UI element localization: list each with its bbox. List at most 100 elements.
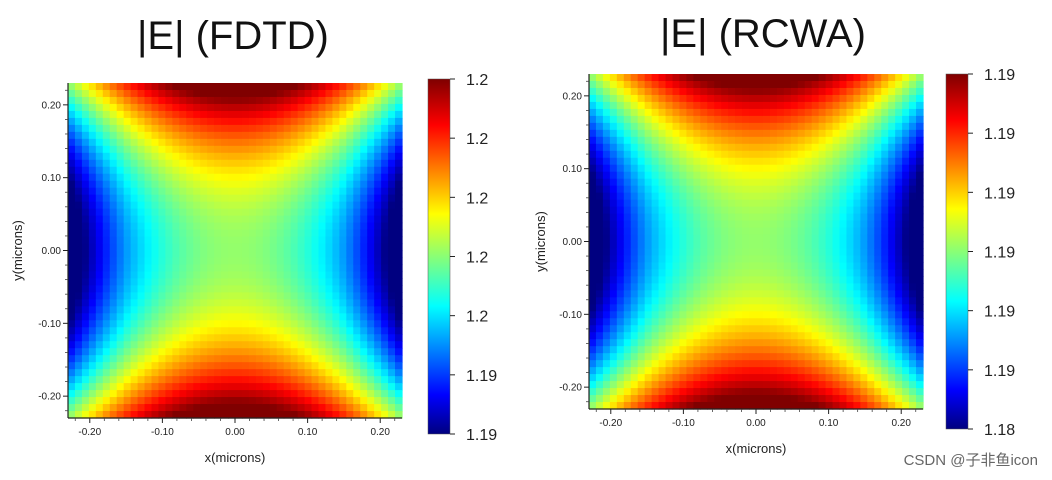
heatmap-cell [311, 117, 320, 126]
heatmap-cell [165, 131, 173, 140]
heatmap-cell [68, 138, 76, 147]
colorbar-label: 1.19 [984, 126, 1015, 143]
heatmap-cell [818, 199, 827, 208]
heatmap-cell [381, 243, 389, 252]
heatmap-cell [909, 122, 917, 131]
heatmap-cell [172, 271, 180, 280]
heatmap-cell [832, 87, 841, 96]
heatmap-cell [151, 83, 160, 91]
heatmap-cell [68, 152, 76, 161]
heatmap-cell [235, 411, 243, 419]
heatmap-cell [839, 199, 848, 208]
colorbar-label: 1.19 [466, 368, 497, 385]
heatmap-cell [95, 208, 104, 217]
heatmap-cell [623, 402, 632, 410]
heatmap-cell [623, 395, 632, 403]
heatmap-cell [88, 376, 97, 384]
heatmap-cell [318, 362, 327, 370]
heatmap-cell [283, 83, 292, 91]
heatmap-cell [214, 173, 222, 182]
heatmap-cell [332, 306, 340, 314]
heatmap-cell [193, 229, 201, 238]
heatmap-cell [769, 227, 778, 236]
heatmap-cell [116, 341, 125, 349]
heatmap-cell [165, 306, 173, 314]
heatmap-cell [867, 220, 875, 229]
heatmap-cell [221, 257, 229, 266]
heatmap-cell [339, 131, 347, 140]
heatmap-cell [388, 383, 396, 391]
heatmap-cell [790, 332, 799, 340]
heatmap-cell [589, 143, 597, 152]
heatmap-cell [658, 241, 667, 250]
heatmap-cell [172, 306, 180, 314]
heatmap-cell [769, 276, 778, 284]
heatmap-cell [339, 292, 347, 300]
heatmap-cell [241, 110, 250, 119]
heatmap-cell [867, 136, 875, 145]
heatmap-cell [269, 285, 278, 293]
heatmap-cell [283, 110, 292, 119]
heatmap-cell [839, 74, 848, 82]
chart-title-fdtd: |E| (FDTD) [137, 14, 329, 58]
heatmap-cell [804, 87, 813, 96]
heatmap-cell [109, 117, 118, 126]
heatmap-cell [214, 110, 222, 119]
heatmap-cell [388, 278, 396, 286]
heatmap-cell [228, 124, 236, 133]
heatmap-cell [651, 318, 660, 326]
heatmap-cell [381, 271, 389, 280]
heatmap-cell [811, 311, 820, 319]
heatmap-cell [630, 87, 639, 96]
heatmap-cell [269, 145, 278, 154]
heatmap-cell [762, 199, 771, 208]
heatmap-cell [367, 271, 375, 280]
heatmap-cell [123, 390, 132, 398]
heatmap-cell [595, 269, 604, 277]
heatmap-cell [304, 327, 313, 335]
heatmap-cell [616, 269, 625, 277]
heatmap-cell [888, 157, 896, 166]
heatmap-cell [881, 234, 889, 243]
heatmap-cell [116, 131, 125, 140]
heatmap-cell [186, 173, 194, 182]
heatmap-cell [909, 353, 917, 361]
heatmap-cell [144, 327, 153, 335]
heatmap-cell [790, 290, 799, 298]
heatmap-cell [804, 115, 813, 124]
heatmap-cell [686, 283, 694, 291]
heatmap-cell [762, 164, 771, 173]
heatmap-cell [769, 178, 778, 187]
heatmap-cell [825, 115, 834, 124]
heatmap-cell [860, 87, 868, 96]
heatmap-cell [158, 187, 167, 196]
heatmap-cell [304, 208, 313, 217]
heatmap-cell [749, 297, 757, 305]
heatmap-cell [728, 150, 736, 159]
heatmap-cell [235, 355, 243, 363]
heatmap-cell [74, 124, 83, 133]
heatmap-cell [867, 129, 875, 138]
heatmap-cell [339, 278, 347, 286]
heatmap-cell [623, 171, 632, 180]
heatmap-cell [381, 236, 389, 245]
heatmap-cell [658, 143, 667, 152]
heatmap-cell [172, 215, 180, 224]
heatmap-cell [360, 208, 368, 217]
heatmap-cell [881, 199, 889, 208]
heatmap-cell [742, 339, 750, 347]
heatmap-cell [95, 117, 104, 126]
heatmap-cell [374, 215, 382, 224]
heatmap-cell [867, 332, 875, 340]
heatmap-cell [290, 187, 299, 196]
heatmap-cell [867, 360, 875, 368]
heatmap-cell [102, 362, 111, 370]
heatmap-cell [665, 332, 674, 340]
heatmap-cell [916, 353, 924, 361]
heatmap-cell [651, 157, 660, 166]
heatmap-cell [686, 185, 694, 194]
heatmap-cell [860, 234, 868, 243]
heatmap-cell [644, 157, 653, 166]
heatmap-cell [589, 213, 597, 222]
heatmap-cell [874, 94, 882, 103]
